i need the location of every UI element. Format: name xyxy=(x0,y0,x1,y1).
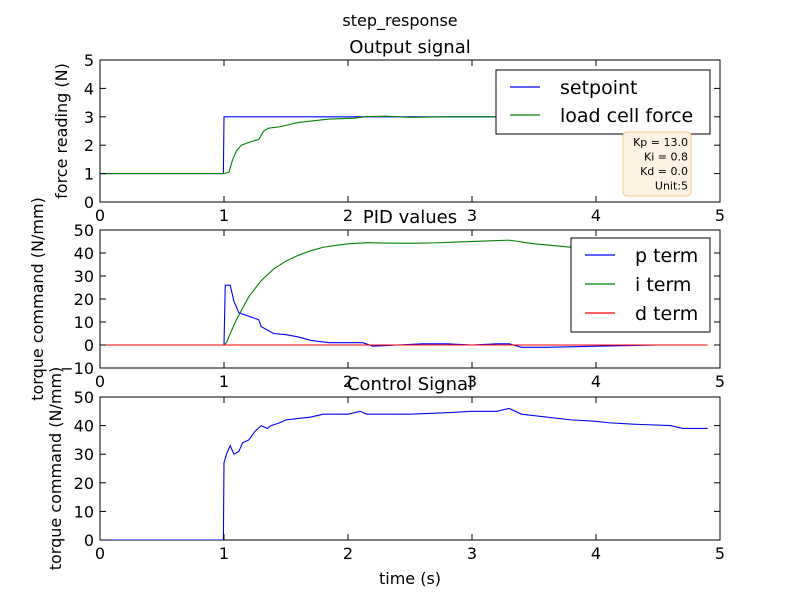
x-tick-label: 3 xyxy=(467,372,477,391)
y-tick-label: 4 xyxy=(84,79,94,98)
y-tick-label: 0 xyxy=(84,531,94,550)
x-tick-label: 0 xyxy=(95,372,105,391)
legend-label: p term xyxy=(635,245,698,267)
info-line: Ki = 0.8 xyxy=(644,151,688,164)
y-tick-label: 0 xyxy=(84,193,94,212)
y-tick-label: 40 xyxy=(74,244,94,263)
y-tick-label: 3 xyxy=(84,108,94,127)
chart-panel-1: 0 1 2 3 4 5 0 1 2 3 4 5 Output signal force reading (… xyxy=(52,37,725,225)
x-tick-label: 4 xyxy=(591,372,601,391)
legend-box xyxy=(495,69,711,135)
y-tick-label: 10 xyxy=(74,313,94,332)
plot-area xyxy=(99,396,721,541)
y-axis-label: force reading (N) xyxy=(52,63,71,199)
x-tick-label: 1 xyxy=(219,206,229,225)
panel-title: Output signal xyxy=(349,37,471,58)
y-axis-label: torque command (N/mm) xyxy=(28,197,47,401)
x-tick-label: 4 xyxy=(591,206,601,225)
y-tick-label: 2 xyxy=(84,136,94,155)
x-tick-label: 0 xyxy=(95,544,105,563)
y-tick-label: 30 xyxy=(74,267,94,286)
x-tick-label: 4 xyxy=(591,544,601,563)
y-tick-label: 20 xyxy=(74,474,94,493)
x-axis-label: time (s) xyxy=(379,569,441,588)
x-tick-label: 2 xyxy=(343,372,353,391)
x-tick-label: 1 xyxy=(219,372,229,391)
y-tick-label: 5 xyxy=(84,51,94,70)
y-tick-label: −10 xyxy=(60,359,94,378)
y-tick-label: 40 xyxy=(74,417,94,436)
x-tick-label: 5 xyxy=(715,372,725,391)
x-tick-label: 1 xyxy=(219,544,229,563)
series-line-p-term xyxy=(100,284,708,348)
info-line: Kp = 13.0 xyxy=(633,136,688,149)
y-tick-label: 50 xyxy=(74,388,94,407)
panel-title: PID values xyxy=(363,207,457,228)
figure-suptitle: step_response xyxy=(342,11,457,31)
x-tick-label: 0 xyxy=(95,206,105,225)
info-line: Kd = 0.0 xyxy=(640,165,688,178)
x-tick-label: 5 xyxy=(715,206,725,225)
gains-info-box: Kp = 13.0 Ki = 0.8Kd = 0.0 Unit:5 xyxy=(622,131,692,197)
x-tick-label: 3 xyxy=(467,544,477,563)
legend-box xyxy=(570,237,711,333)
legend-label: load cell force xyxy=(560,105,693,127)
y-tick-label: 10 xyxy=(74,502,94,521)
legend-label: setpoint xyxy=(560,77,638,99)
info-box-frame xyxy=(622,131,692,197)
series-line-control xyxy=(100,407,708,540)
y-tick-label: 20 xyxy=(74,290,94,309)
x-tick-label: 5 xyxy=(715,544,725,563)
y-tick-label: 30 xyxy=(74,445,94,464)
y-tick-label: 0 xyxy=(84,336,94,355)
legend: setpoint load cell force xyxy=(495,69,711,135)
x-tick-label: 2 xyxy=(343,206,353,225)
legend: p term i term d term xyxy=(570,237,711,333)
x-tick-label: 2 xyxy=(343,544,353,563)
y-tick-label: 50 xyxy=(74,221,94,240)
info-line: Unit:5 xyxy=(655,180,688,193)
legend-label: i term xyxy=(635,274,691,296)
panel-title: Control Signal xyxy=(347,374,473,395)
y-tick-label: 1 xyxy=(84,165,94,184)
y-axis-label: torque command (N/mm) xyxy=(46,367,65,571)
legend-label: d term xyxy=(635,303,698,325)
x-tick-label: 3 xyxy=(467,206,477,225)
